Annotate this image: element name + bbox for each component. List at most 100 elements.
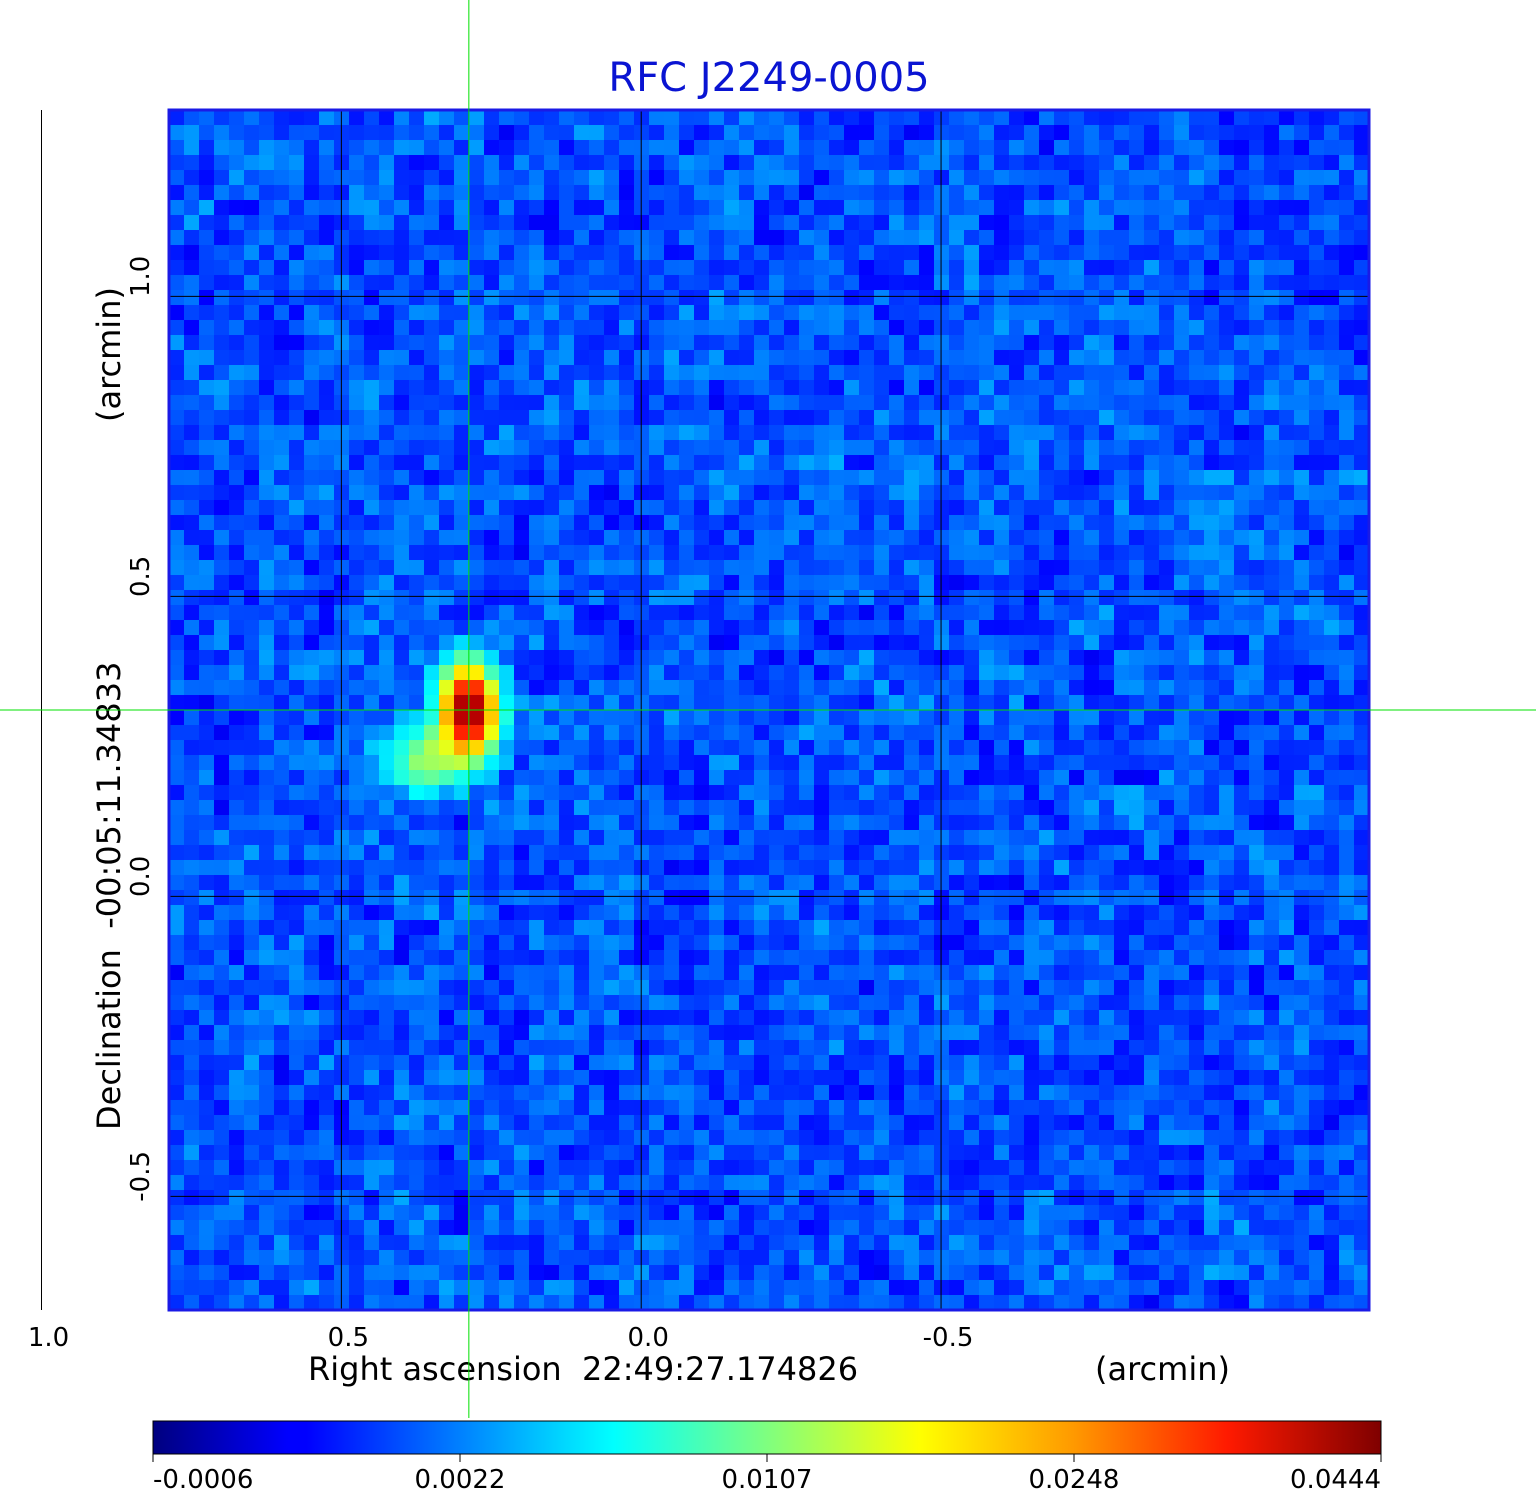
image-pixel xyxy=(199,155,215,171)
image-pixel xyxy=(1144,155,1160,171)
image-pixel xyxy=(184,935,200,951)
image-pixel xyxy=(679,365,695,381)
image-pixel xyxy=(529,1040,545,1056)
image-pixel xyxy=(214,395,230,411)
image-pixel xyxy=(874,140,890,156)
image-pixel xyxy=(1309,980,1325,996)
image-pixel xyxy=(454,305,470,321)
image-pixel xyxy=(319,380,335,396)
image-pixel xyxy=(979,290,995,306)
image-pixel xyxy=(1009,620,1025,636)
image-pixel xyxy=(544,950,560,966)
image-pixel xyxy=(874,365,890,381)
image-pixel xyxy=(1084,650,1100,666)
image-pixel xyxy=(574,380,590,396)
image-pixel xyxy=(709,845,725,861)
image-pixel xyxy=(229,305,245,321)
image-pixel xyxy=(424,620,440,636)
image-pixel xyxy=(454,785,470,801)
image-pixel xyxy=(754,650,770,666)
image-pixel xyxy=(589,110,605,126)
image-pixel xyxy=(649,590,665,606)
image-pixel xyxy=(1144,395,1160,411)
image-pixel xyxy=(589,335,605,351)
image-pixel xyxy=(829,440,845,456)
image-pixel xyxy=(1084,800,1100,816)
image-pixel xyxy=(709,920,725,936)
image-pixel xyxy=(229,215,245,231)
image-pixel xyxy=(469,665,485,681)
image-pixel xyxy=(814,635,830,651)
image-pixel xyxy=(664,215,680,231)
image-pixel xyxy=(1294,890,1310,906)
image-pixel xyxy=(574,275,590,291)
image-pixel xyxy=(814,125,830,141)
image-pixel xyxy=(889,605,905,621)
image-pixel xyxy=(934,680,950,696)
image-pixel xyxy=(1099,320,1115,336)
image-pixel xyxy=(649,320,665,336)
image-pixel xyxy=(1159,440,1175,456)
image-pixel xyxy=(574,890,590,906)
image-pixel xyxy=(514,755,530,771)
image-pixel xyxy=(694,680,710,696)
image-pixel xyxy=(1174,725,1190,741)
image-pixel xyxy=(874,815,890,831)
image-pixel xyxy=(304,830,320,846)
image-pixel xyxy=(289,770,305,786)
image-pixel xyxy=(1114,470,1130,486)
image-pixel xyxy=(1204,875,1220,891)
image-pixel xyxy=(319,320,335,336)
image-pixel xyxy=(1219,440,1235,456)
image-pixel xyxy=(484,890,500,906)
image-pixel xyxy=(889,725,905,741)
image-pixel xyxy=(964,980,980,996)
image-pixel xyxy=(769,1025,785,1041)
image-pixel xyxy=(274,875,290,891)
image-pixel xyxy=(1039,440,1055,456)
image-pixel xyxy=(1189,605,1205,621)
image-pixel xyxy=(514,230,530,246)
image-pixel xyxy=(799,935,815,951)
image-pixel xyxy=(904,170,920,186)
image-pixel xyxy=(1069,485,1085,501)
image-pixel xyxy=(1129,680,1145,696)
image-pixel xyxy=(589,665,605,681)
image-pixel xyxy=(949,995,965,1011)
image-pixel xyxy=(829,335,845,351)
image-pixel xyxy=(1129,155,1145,171)
image-pixel xyxy=(679,605,695,621)
image-pixel xyxy=(904,620,920,636)
image-pixel xyxy=(889,470,905,486)
image-pixel xyxy=(1309,830,1325,846)
image-pixel xyxy=(214,845,230,861)
image-pixel xyxy=(679,650,695,666)
image-pixel xyxy=(1039,680,1055,696)
image-pixel xyxy=(664,395,680,411)
image-pixel xyxy=(979,410,995,426)
image-pixel xyxy=(799,710,815,726)
image-pixel xyxy=(1189,470,1205,486)
image-pixel xyxy=(289,275,305,291)
image-pixel xyxy=(934,515,950,531)
image-pixel xyxy=(1114,605,1130,621)
image-pixel xyxy=(1279,785,1295,801)
image-pixel xyxy=(304,365,320,381)
image-pixel xyxy=(1174,650,1190,666)
image-pixel xyxy=(979,860,995,876)
image-pixel xyxy=(529,335,545,351)
image-pixel xyxy=(619,350,635,366)
image-pixel xyxy=(949,500,965,516)
image-pixel xyxy=(304,230,320,246)
image-pixel xyxy=(484,110,500,126)
image-pixel xyxy=(709,170,725,186)
image-pixel xyxy=(559,515,575,531)
image-pixel xyxy=(1099,875,1115,891)
image-pixel xyxy=(319,710,335,726)
image-pixel xyxy=(1354,110,1370,126)
image-pixel xyxy=(619,860,635,876)
image-pixel xyxy=(859,590,875,606)
image-pixel xyxy=(409,545,425,561)
image-pixel xyxy=(1204,860,1220,876)
image-pixel xyxy=(559,710,575,726)
